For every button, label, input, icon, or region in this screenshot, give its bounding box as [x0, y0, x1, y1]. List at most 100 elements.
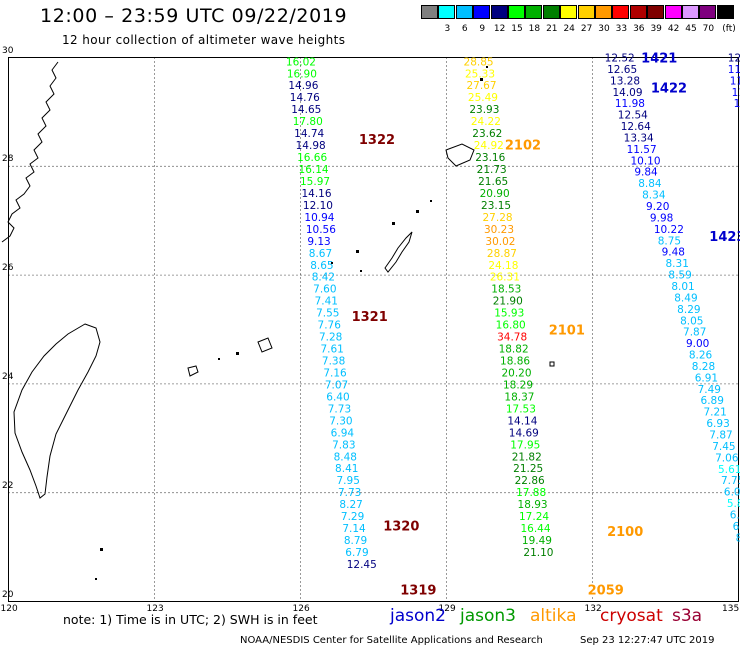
colorbar-label: 30: [598, 24, 610, 34]
pass-time-label: 1321: [352, 310, 388, 325]
china-coast: [1, 61, 59, 243]
wave-height-value: 14.14: [507, 415, 537, 427]
pass-time-label: 2101: [549, 324, 585, 339]
colorbar-label: 42: [667, 24, 680, 34]
x-tick-label: 120: [0, 604, 18, 614]
colorbar-label: 9: [479, 24, 486, 34]
wave-height-value: 7.87: [683, 327, 706, 339]
wave-height-value: 26.31: [490, 272, 520, 284]
colorbar-swatch: [455, 5, 473, 19]
wave-height-value: 22.86: [515, 475, 545, 487]
wave-height-value: 30.23: [484, 224, 514, 236]
wave-height-value: 18.37: [504, 391, 534, 403]
colorbar-label: 12: [493, 24, 506, 34]
legend-entry-jason3: jason3: [460, 606, 516, 626]
wave-height-value: 18.93: [518, 499, 548, 511]
colorbar-swatch: [421, 5, 438, 19]
wave-height-value: 14.74: [294, 128, 324, 140]
colorbar-label: 6: [461, 24, 468, 34]
wave-height-value: 23.15: [481, 200, 511, 212]
pass-time-label: 1421: [641, 52, 677, 67]
wave-height-value: 8.48: [334, 451, 357, 463]
wave-height-value: 19.49: [522, 535, 552, 547]
grid-lines: [8, 57, 739, 602]
wave-height-value: 8.75: [658, 235, 681, 247]
wave-height-value: 18.86: [500, 356, 530, 368]
wave-height-value: 8.05: [680, 315, 703, 327]
wave-height-value: 23.62: [472, 128, 502, 140]
pass-time-label: 1320: [383, 519, 419, 534]
wave-height-value: 16.80: [496, 320, 526, 332]
wave-height-value: 25.33: [465, 68, 495, 80]
wave-height-value: 11.57: [627, 144, 657, 156]
wave-height-value: 10.10: [630, 155, 660, 167]
wave-height-value: 13.34: [624, 132, 654, 144]
colorbar-swatch: [595, 5, 612, 19]
wave-height-value: 14.16: [301, 188, 331, 200]
wave-height-value: 7.06: [715, 452, 739, 464]
colorbar-label: 27: [580, 24, 593, 34]
y-tick-label: 28: [2, 154, 14, 165]
wave-height-value: 6.94: [331, 427, 355, 439]
wave-height-value: 17.80: [293, 116, 323, 128]
wave-height-value: 28.87: [487, 248, 517, 260]
wave-height-value: 20.20: [501, 367, 531, 379]
wave-height-value: 8.41: [335, 463, 358, 475]
wave-height-value: 17.53: [506, 403, 536, 415]
wave-height-value: 30.02: [485, 236, 515, 248]
legend-entry-s3a: s3a: [672, 606, 703, 626]
wave-height-value: 10.22: [654, 224, 684, 236]
wave-height-value: 10.94: [304, 212, 334, 224]
wave-height-value: 6.79: [345, 547, 368, 559]
wave-height-value: 7.29: [341, 511, 364, 523]
wave-height-value: 5.80: [727, 498, 740, 510]
colorbar-label: 3: [444, 24, 451, 34]
wave-height-value: 7.83: [332, 439, 355, 451]
wave-height-value: 7.73: [338, 487, 361, 499]
note-text: note: 1) Time is in UTC; 2) SWH is in fe…: [63, 612, 318, 627]
wave-height-value: 7.30: [329, 415, 352, 427]
wave-height-value: 7.41: [315, 296, 338, 308]
wave-height-value: 6.03: [724, 487, 740, 499]
wave-height-value: 9.98: [650, 212, 673, 224]
colorbar-swatch: [629, 5, 647, 19]
wave-height-value: 7.45: [712, 441, 735, 453]
wave-height-value: 8.67: [309, 248, 332, 260]
wave-height-value: 7.76: [318, 320, 342, 332]
miyako-island: [257, 337, 273, 353]
small-islands: [95, 66, 488, 580]
wave-height-value: 9.84: [634, 167, 658, 179]
wave-height-value: 16.90: [287, 68, 317, 80]
colorbar-swatch: [647, 5, 665, 19]
wave-height-value: 7.07: [325, 379, 348, 391]
okinawa-island: [384, 231, 413, 273]
chart-title: 12:00 – 23:59 UTC 09/22/2019: [40, 5, 348, 27]
wave-height-value: 8.26: [689, 350, 713, 362]
y-tick-label: 24: [2, 371, 14, 382]
wave-height-value: 24.92: [474, 140, 504, 152]
colorbar-swatch: [560, 5, 578, 19]
daito-island: [549, 361, 555, 367]
wave-height-value: 6.: [733, 521, 740, 533]
colorbar-swatch: [682, 5, 699, 19]
wave-height-value: 15.93: [494, 308, 524, 320]
colorbar-label: 45: [685, 24, 697, 34]
wave-height-value: 14.98: [296, 140, 326, 152]
wave-height-value: 28.85: [464, 56, 494, 68]
wave-height-value: 16.44: [520, 523, 550, 535]
wave-height-value: 25.49: [468, 92, 498, 104]
colorbar-swatch: [612, 5, 630, 19]
wave-height-value: 9.00: [686, 338, 709, 350]
wave-height-value: 17.88: [516, 487, 546, 499]
wave-height-value: 24.18: [488, 260, 518, 272]
wave-height-value: 34.78: [497, 332, 527, 344]
wave-height-value: 16.14: [299, 164, 329, 176]
wave-height-value: 14.09: [612, 87, 642, 99]
wave-height-value: 17.95: [510, 439, 540, 451]
colorbar-unit: (ft): [722, 24, 736, 34]
wave-height-value: 7.75: [721, 475, 740, 487]
wave-height-value: 15.97: [300, 176, 330, 188]
colorbar-label: 21: [546, 24, 558, 34]
colorbar-swatch: [473, 5, 491, 19]
pass-time-label: 2102: [505, 139, 541, 154]
